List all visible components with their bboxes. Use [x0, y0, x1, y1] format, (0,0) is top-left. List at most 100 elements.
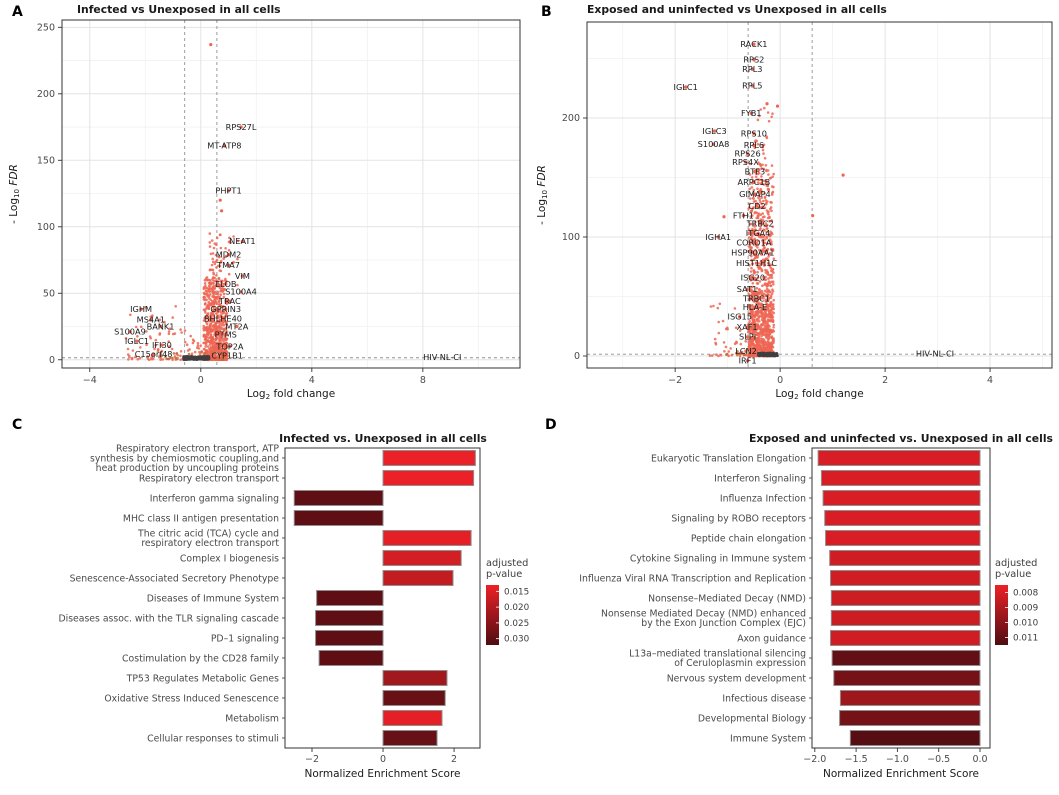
data-point — [196, 344, 200, 348]
data-point — [768, 353, 771, 357]
data-point — [218, 321, 222, 325]
data-point — [207, 329, 210, 332]
data-point — [755, 293, 759, 296]
data-point — [751, 354, 755, 358]
data-point — [755, 254, 758, 257]
data-point — [227, 249, 231, 252]
gene-label: ARPC1B — [738, 177, 771, 187]
data-point — [768, 216, 771, 219]
data-point — [215, 302, 219, 306]
gene-point — [222, 143, 227, 148]
data-point — [724, 345, 728, 349]
data-point — [770, 354, 773, 357]
bar — [824, 510, 981, 526]
data-point — [758, 264, 761, 268]
data-point — [747, 240, 751, 244]
data-point — [762, 244, 765, 247]
panel-border — [811, 447, 991, 749]
data-point — [757, 302, 761, 306]
data-point — [216, 329, 220, 332]
data-point — [760, 289, 764, 293]
gene-label: ITGA4 — [746, 228, 771, 238]
gene-point — [712, 129, 717, 133]
gene-label: XAF1 — [737, 322, 758, 332]
data-point — [209, 324, 212, 328]
data-point — [730, 353, 734, 357]
data-point — [145, 343, 148, 347]
data-point — [222, 323, 226, 327]
data-point — [756, 246, 759, 249]
data-point — [216, 314, 220, 317]
data-point — [211, 352, 215, 356]
x-tick-label: 2 — [882, 375, 888, 386]
gene-point — [240, 274, 245, 278]
data-point — [729, 347, 732, 350]
data-point — [763, 179, 766, 183]
data-point — [768, 233, 772, 236]
data-point — [767, 173, 770, 176]
data-point — [220, 348, 223, 352]
data-point — [212, 314, 215, 318]
x-axis-label: Normalized Enrichment Score — [823, 768, 979, 780]
data-point — [763, 241, 767, 245]
legend-title: adjusted — [486, 558, 528, 569]
data-point — [176, 357, 179, 361]
data-point — [167, 330, 171, 333]
data-point — [771, 310, 774, 314]
data-point — [215, 292, 219, 295]
gene-label: MT2A — [225, 321, 248, 331]
gene-point — [139, 307, 143, 311]
gene-label: IRF1 — [739, 356, 757, 366]
data-point — [754, 244, 757, 247]
data-point — [198, 357, 202, 361]
data-point — [749, 270, 753, 273]
data-point — [757, 235, 761, 239]
gene-label: FTH1 — [733, 210, 754, 220]
gene-label: TRAC — [218, 296, 241, 306]
plot-title: Exposed and uninfected vs. Unexposed in … — [749, 432, 1053, 445]
data-point — [220, 305, 223, 309]
category-label: MHC class II antigen presentation — [123, 513, 279, 524]
gene-label: BTF3 — [745, 166, 766, 176]
bar — [382, 530, 472, 546]
category-label: Diseases of Immune System — [147, 593, 279, 604]
gene-point — [711, 142, 716, 146]
gene-label: SLPI — [739, 332, 756, 342]
data-point — [772, 326, 775, 329]
gene-label: RACK1 — [740, 39, 767, 49]
data-point — [204, 311, 207, 314]
data-point — [735, 352, 738, 355]
data-point — [214, 253, 218, 257]
data-point — [717, 320, 720, 324]
data-point — [767, 284, 770, 287]
y-tick-label: 200 — [37, 89, 55, 100]
data-point — [757, 195, 761, 198]
data-point — [205, 305, 209, 309]
data-point — [224, 314, 228, 318]
data-point — [757, 340, 761, 344]
data-point — [765, 269, 769, 273]
data-point — [768, 263, 772, 266]
gene-point — [151, 352, 156, 357]
y-tick-label: 100 — [37, 222, 55, 233]
gene-label: IGLC1 — [125, 336, 149, 346]
data-point — [209, 340, 213, 343]
data-point — [222, 339, 225, 343]
data-point — [224, 277, 227, 281]
data-point — [224, 247, 227, 250]
x-tick-label: 0 — [198, 375, 204, 386]
data-point — [224, 348, 227, 352]
data-point — [766, 354, 769, 357]
data-point — [714, 343, 718, 346]
data-point — [762, 199, 765, 203]
legend-title: p-value — [486, 569, 522, 580]
data-point — [763, 319, 767, 323]
data-point — [763, 327, 767, 331]
data-point — [841, 173, 845, 177]
data-point — [768, 238, 772, 241]
bar — [318, 650, 384, 666]
data-point — [183, 356, 187, 360]
data-point — [750, 266, 753, 270]
data-point — [769, 206, 773, 209]
data-point — [763, 192, 766, 195]
